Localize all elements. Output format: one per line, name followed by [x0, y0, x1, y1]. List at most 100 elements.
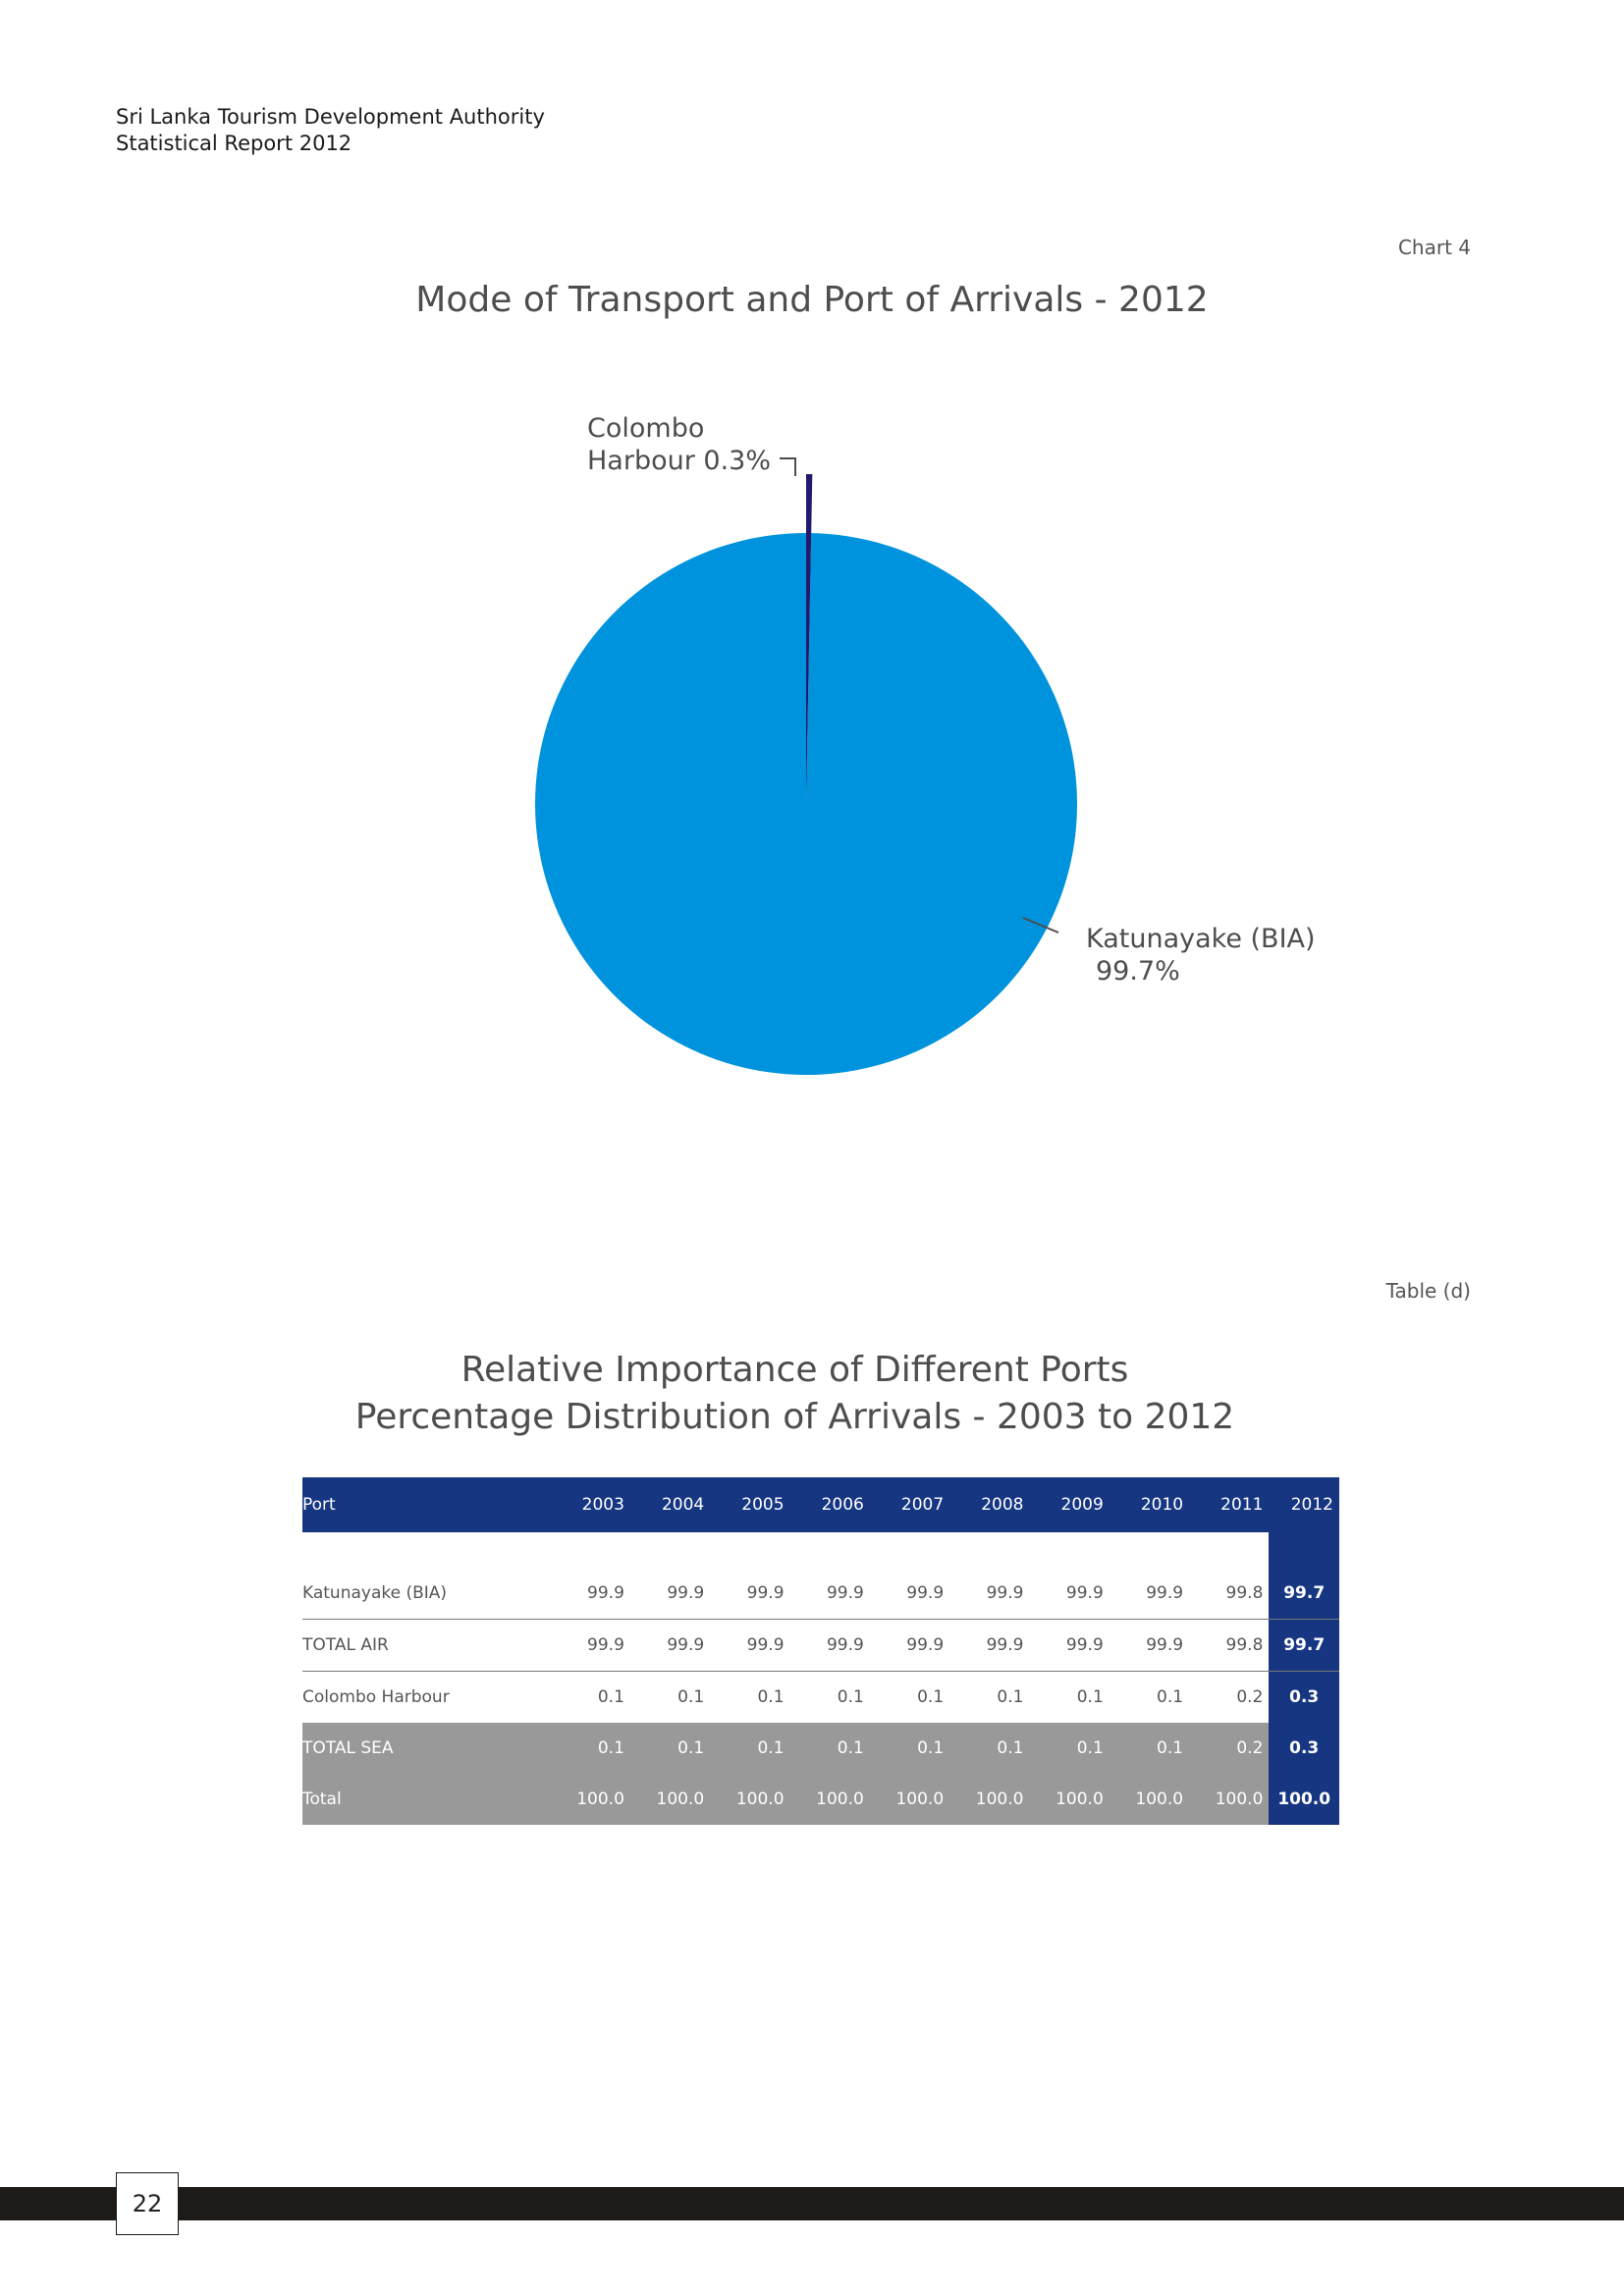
row-value-cell: 99.9 [1029, 1619, 1110, 1672]
ports-distribution-table: Port 2003 2004 2005 2006 2007 2008 2009 2010 2011… [302, 1477, 1339, 1825]
row-value-cell: 0.1 [837, 1687, 864, 1707]
row-value-cell: 0.1 [629, 1723, 711, 1774]
row-value-cell: 99.8 [1189, 1619, 1270, 1672]
row-value-cell: 0.1 [869, 1723, 950, 1774]
row-value-cell: 99.9 [869, 1568, 950, 1620]
colombo-label-line1: Colombo [587, 413, 705, 444]
row-value-cell: 99.9 [629, 1619, 711, 1672]
column-header-year: 2005 [741, 1495, 785, 1515]
colombo-harbour-label: Colombo Harbour 0.3% [587, 412, 771, 477]
row-value-cell: 100.0 [1029, 1774, 1110, 1825]
row-value-cell: 0.1 [1109, 1723, 1190, 1774]
row-value-cell: 0.1 [789, 1723, 870, 1774]
spacer-cell [1189, 1532, 1269, 1568]
row-value-cell: 99.7 [1269, 1568, 1339, 1620]
row-value-cell: 99.9 [869, 1619, 950, 1672]
table-row: TOTAL AIR 99.9 99.9 99.9 99.9 99.9 99.9 99.9 99.… [302, 1619, 1339, 1672]
table-spacer-row [302, 1532, 1339, 1568]
row-value-cell: 0.1 [710, 1723, 790, 1774]
katunayake-leader-line [1022, 917, 1059, 934]
table-row: Katunayake (BIA) 99.9 99.9 99.9 99.9 99.9 99.9… [302, 1568, 1339, 1620]
katunayake-label-line2: 99.7% [1096, 956, 1180, 987]
row-value-cell: 99.9 [949, 1568, 1030, 1620]
row-value-cell: 0.1 [597, 1687, 624, 1707]
table-row: Total 100.0 100.0 100.0 100.0 100.0 100.0 100.0… [302, 1774, 1339, 1825]
spacer-cell [551, 1532, 630, 1568]
row-value-cell: 99.8 [1189, 1568, 1270, 1620]
row-value-cell: 99.9 [550, 1568, 630, 1620]
spacer-cell [630, 1532, 710, 1568]
row-value-cell: 0.1 [949, 1723, 1030, 1774]
table-reference: Table (d) [1385, 1279, 1471, 1303]
row-port-name: TOTAL SEA [302, 1723, 551, 1774]
row-value-cell: 100.0 [629, 1774, 711, 1825]
spacer-cell [710, 1532, 789, 1568]
spacer-cell [949, 1532, 1029, 1568]
page-number: 22 [116, 2172, 179, 2235]
row-value-cell: 0.1 [757, 1687, 785, 1707]
row-value-cell: 100.0 [789, 1774, 870, 1825]
column-header-year: 2011 [1220, 1495, 1264, 1515]
colombo-leader-line [780, 457, 796, 476]
row-value-cell: 99.9 [629, 1568, 711, 1620]
row-value-cell: 100.0 [550, 1774, 630, 1825]
row-value-cell: 0.1 [1076, 1687, 1104, 1707]
row-value-cell: 0.1 [1029, 1723, 1110, 1774]
row-port-name: Total [302, 1774, 551, 1825]
row-port-name: Colombo Harbour [302, 1687, 450, 1707]
row-value-cell: 100.0 [1109, 1774, 1190, 1825]
header-report-title: Statistical Report 2012 [116, 132, 352, 155]
row-value-cell: 0.1 [997, 1687, 1024, 1707]
row-value-cell: 99.7 [1269, 1619, 1339, 1672]
chart-reference: Chart 4 [1397, 236, 1471, 259]
row-port-name: TOTAL AIR [302, 1619, 551, 1672]
row-value-cell: 100.0 [710, 1774, 790, 1825]
pie-chart-title: Mode of Transport and Port of Arrivals -… [415, 280, 1209, 320]
row-value-cell: 99.9 [1109, 1619, 1190, 1672]
row-port-name: Katunayake (BIA) [302, 1568, 551, 1620]
spacer-cell [302, 1532, 551, 1568]
column-header-year: 2010 [1140, 1495, 1184, 1515]
row-value-cell: 0.3 [1269, 1723, 1339, 1774]
column-header-year: 2012 [1290, 1495, 1333, 1515]
colombo-label-line2: Harbour 0.3% [587, 446, 771, 476]
spacer-cell [870, 1532, 949, 1568]
spacer-cell [1110, 1532, 1189, 1568]
column-header-port: Port [302, 1495, 336, 1515]
column-header-year: 2009 [1060, 1495, 1104, 1515]
row-value-cell: 99.9 [789, 1619, 870, 1672]
pie-slice-katunayake [535, 533, 1078, 1075]
column-header-year: 2006 [821, 1495, 864, 1515]
katunayake-label: Katunayake (BIA) 99.7% [1086, 923, 1316, 988]
table-title-line2: Percentage Distribution of Arrivals - 20… [354, 1397, 1235, 1437]
header-organization: Sri Lanka Tourism Development Authority [116, 105, 545, 129]
row-value-cell: 100.0 [869, 1774, 950, 1825]
row-value-cell: 99.9 [1109, 1568, 1190, 1620]
spacer-cell [1029, 1532, 1109, 1568]
table-row: Colombo Harbour 0.1 0.1 0.1 0.1 0.1 0.1 0.1 0.1 0… [302, 1671, 1339, 1723]
report-header: Sri Lanka Tourism Development Authority … [116, 104, 545, 157]
column-header-year: 2007 [900, 1495, 945, 1515]
footer-bar [0, 2187, 1624, 2220]
pie-slice-colombo-harbour [806, 474, 813, 804]
row-value-cell: 99.9 [710, 1619, 790, 1672]
row-value-cell: 99.9 [949, 1619, 1030, 1672]
row-value-cell: 100.0 [1269, 1774, 1339, 1825]
table-title: Relative Importance of Different Ports P… [0, 1347, 1590, 1441]
table-title-line1: Relative Importance of Different Ports [460, 1350, 1129, 1390]
row-value-cell: 100.0 [949, 1774, 1030, 1825]
row-value-cell: 99.9 [710, 1568, 790, 1620]
row-value-cell: 0.2 [1236, 1687, 1264, 1707]
table-header-row: Port 2003 2004 2005 2006 2007 2008 2009 2010 2011… [302, 1477, 1339, 1532]
column-header-year: 2008 [981, 1495, 1024, 1515]
pie-chart [535, 457, 1078, 1075]
row-value-cell: 0.1 [1157, 1687, 1184, 1707]
row-value-cell: 99.9 [550, 1619, 630, 1672]
row-value-cell: 99.9 [1029, 1568, 1110, 1620]
row-value-cell: 0.2 [1189, 1723, 1270, 1774]
row-value-cell: 99.9 [789, 1568, 870, 1620]
row-value-cell: 0.1 [550, 1723, 630, 1774]
spacer-cell [790, 1532, 870, 1568]
column-header-year: 2003 [581, 1495, 624, 1515]
spacer-cell [1269, 1532, 1339, 1568]
